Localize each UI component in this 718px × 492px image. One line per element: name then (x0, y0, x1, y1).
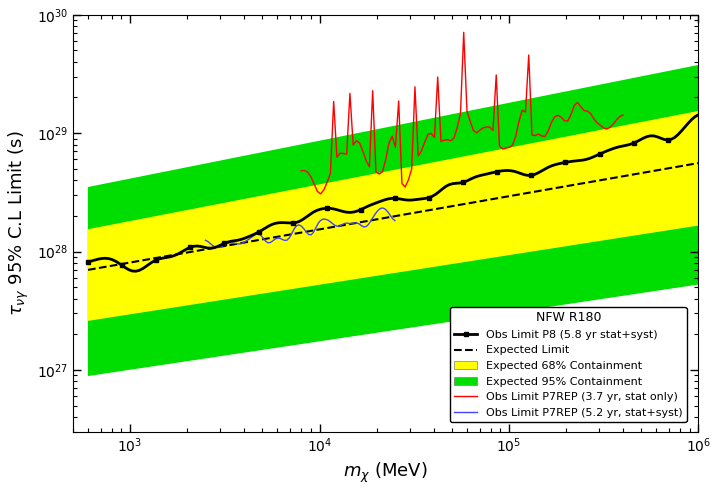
Legend: Obs Limit P8 (5.8 yr stat+syst), Expected Limit, Expected 68% Containment, Expec: Obs Limit P8 (5.8 yr stat+syst), Expecte… (450, 307, 686, 422)
Y-axis label: $\tau_{\nu\gamma}$ 95% C.L Limit (s): $\tau_{\nu\gamma}$ 95% C.L Limit (s) (7, 130, 31, 316)
X-axis label: $m_\chi$ (MeV): $m_\chi$ (MeV) (343, 461, 428, 485)
